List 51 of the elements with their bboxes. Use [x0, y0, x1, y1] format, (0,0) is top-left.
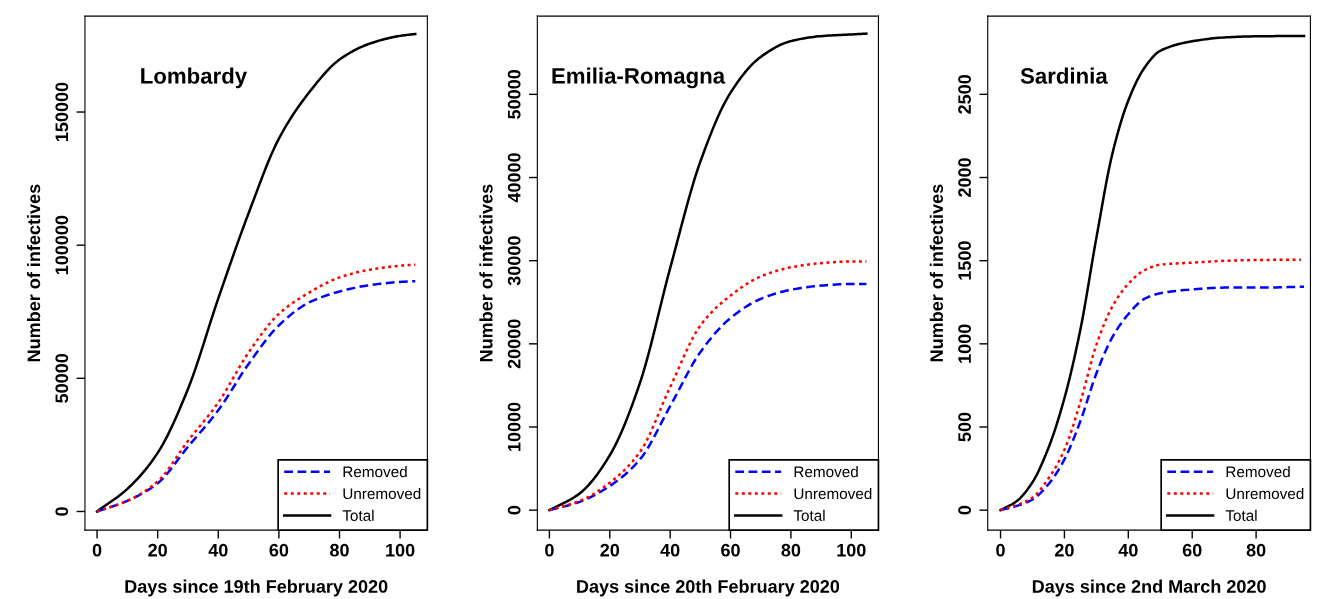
legend-label: Unremoved — [794, 487, 872, 500]
y-tick-label: 10000 — [507, 402, 521, 451]
y-axis-title: Number of infectives — [26, 184, 41, 362]
y-tick-label: 30000 — [507, 236, 521, 286]
y-tick-label: 0 — [507, 505, 521, 515]
x-axis-title: Days since 19th February 2020 — [125, 579, 388, 597]
x-tick-label: 0 — [545, 543, 554, 557]
y-tick-label: 100000 — [55, 215, 69, 275]
legend-label: Total — [1225, 509, 1257, 521]
y-tick-label: 0 — [958, 505, 971, 515]
x-tick-label: 0 — [996, 543, 1005, 557]
y-tick-label: 50000 — [55, 353, 69, 403]
x-tick-label: 100 — [837, 543, 866, 557]
legend-label: Total — [793, 509, 825, 521]
y-axis-title: Number of infectives — [479, 184, 493, 362]
x-axis-title: Days since 20th February 2020 — [577, 579, 840, 597]
text: Emilia-Romagna — [552, 67, 726, 89]
x-tick-label: 80 — [330, 543, 349, 557]
y-tick-label: 50000 — [507, 69, 521, 119]
x-tick-label: 20 — [600, 543, 620, 557]
x-tick-label: 20 — [148, 543, 167, 557]
x-tick-label: 60 — [1182, 543, 1202, 557]
legend-label: Removed — [1226, 466, 1290, 478]
legend-label: Removed — [343, 466, 407, 478]
text: Sardinia — [1020, 67, 1108, 84]
x-tick-label: 40 — [1118, 543, 1138, 557]
y-tick-label: 150000 — [55, 82, 69, 142]
x-tick-label: 80 — [781, 543, 801, 557]
y-tick-label: 20000 — [507, 319, 521, 369]
y-tick-label: 1000 — [958, 324, 971, 363]
y-tick-label: 0 — [55, 507, 69, 516]
x-tick-label: 20 — [1055, 543, 1074, 557]
x-axis-title: Days since 2nd March 2020 — [1032, 579, 1266, 597]
legend-label: Unremoved — [1226, 487, 1304, 500]
legend-label: Total — [342, 509, 374, 521]
y-axis-title: Number of infectives — [929, 184, 944, 362]
legend-label: Unremoved — [343, 487, 421, 500]
text: Lombardy — [141, 67, 248, 89]
y-tick-label: 2500 — [958, 75, 971, 114]
x-tick-label: 60 — [721, 543, 740, 557]
y-tick-label: 1500 — [958, 241, 971, 280]
legend-label: Removed — [794, 466, 858, 478]
x-tick-label: 40 — [660, 543, 680, 557]
y-tick-label: 40000 — [507, 153, 521, 203]
x-tick-label: 100 — [386, 543, 415, 557]
x-tick-label: 80 — [1246, 543, 1266, 557]
y-tick-label: 2000 — [958, 158, 971, 197]
x-tick-label: 40 — [208, 543, 228, 557]
x-tick-label: 60 — [269, 543, 289, 557]
x-tick-label: 0 — [92, 543, 102, 557]
y-tick-label: 500 — [958, 412, 971, 442]
